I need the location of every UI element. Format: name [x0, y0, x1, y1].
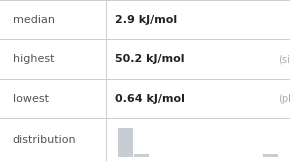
Text: 50.2 kJ/mol: 50.2 kJ/mol: [115, 54, 184, 64]
Text: lowest: lowest: [13, 94, 49, 104]
Bar: [134, 153, 149, 157]
Text: distribution: distribution: [13, 135, 76, 145]
Text: (phosphorus): (phosphorus): [279, 94, 290, 104]
Text: 2.9 kJ/mol: 2.9 kJ/mol: [115, 15, 177, 25]
Text: highest: highest: [13, 54, 54, 64]
Bar: [118, 128, 133, 157]
Text: 0.64 kJ/mol: 0.64 kJ/mol: [115, 94, 184, 104]
Text: median: median: [13, 15, 55, 25]
Text: (silicon): (silicon): [279, 54, 290, 64]
Bar: [263, 153, 278, 157]
